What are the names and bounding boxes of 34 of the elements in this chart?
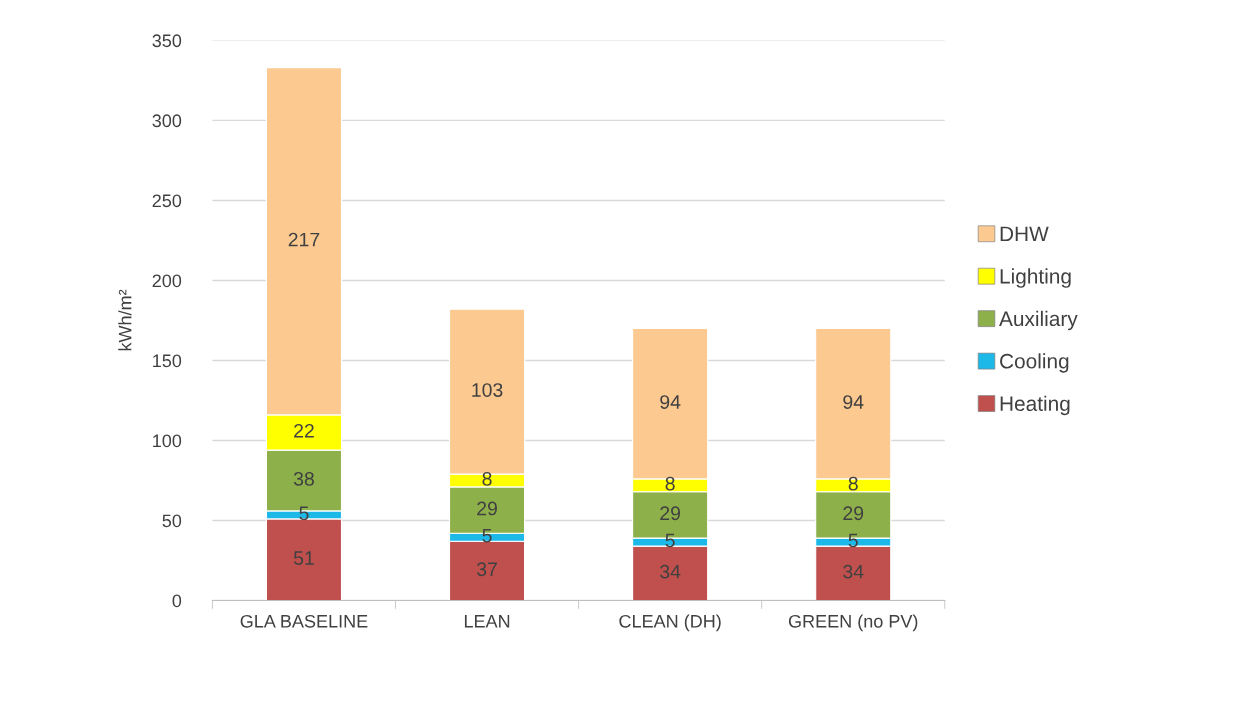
- y-tick-label: 350: [152, 34, 182, 48]
- y-tick-label: 0: [172, 594, 182, 608]
- y-tick-label: 150: [153, 354, 182, 368]
- data-label: 94: [660, 395, 681, 409]
- y-tick-label: 300: [152, 114, 182, 128]
- legend-label: DHW: [1000, 226, 1049, 242]
- data-label: 37: [476, 562, 497, 577]
- data-label: 8: [482, 471, 492, 486]
- data-label: 94: [843, 395, 864, 409]
- data-label: 29: [843, 506, 864, 521]
- data-label: 51: [293, 551, 314, 565]
- data-label: 103: [472, 383, 503, 397]
- legend-label: Cooling: [1000, 353, 1069, 373]
- y-tick-label: 250: [152, 194, 182, 208]
- data-label: 34: [660, 564, 681, 579]
- data-label: 34: [843, 564, 864, 579]
- data-label: 22: [294, 423, 314, 438]
- data-label: 29: [477, 501, 497, 516]
- data-label: 217: [288, 232, 320, 247]
- legend-label: Heating: [1000, 395, 1070, 416]
- y-tick-label: 50: [162, 514, 182, 528]
- x-tick-label: GLA BASELINE: [240, 614, 368, 628]
- data-label: 29: [660, 506, 681, 521]
- data-label: 8: [848, 476, 858, 491]
- legend-label: Auxiliary: [999, 310, 1078, 331]
- y-axis-title: kWh/m²: [118, 289, 132, 351]
- x-tick-label: GREEN (no PV): [788, 614, 918, 632]
- data-label: 38: [293, 471, 314, 486]
- x-tick-label: LEAN: [464, 615, 510, 628]
- y-tick-label: 200: [152, 274, 182, 288]
- y-tick-label: 100: [153, 434, 182, 448]
- legend-label: Lighting: [1000, 268, 1071, 288]
- data-label: 8: [665, 476, 675, 491]
- x-tick-label: CLEAN (DH): [619, 614, 721, 632]
